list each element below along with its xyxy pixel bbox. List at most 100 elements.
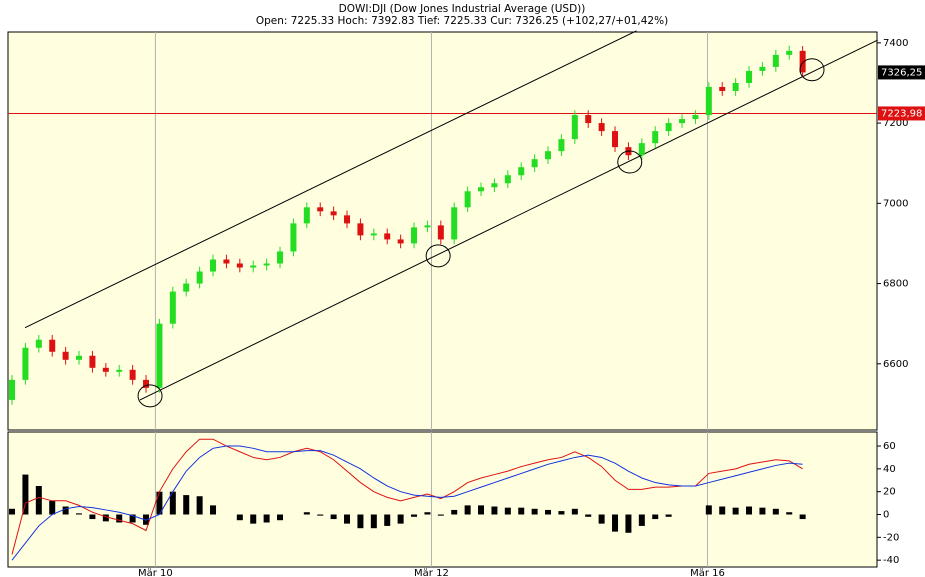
candle-body xyxy=(598,123,605,132)
histogram-bar xyxy=(370,514,377,529)
candle-body xyxy=(290,223,297,252)
histogram-bar xyxy=(665,514,672,517)
y-tick-label: 6800 xyxy=(883,279,908,290)
histogram-bar xyxy=(759,507,766,515)
histogram-bar xyxy=(746,506,753,515)
candle-body xyxy=(652,131,659,144)
candle-body xyxy=(437,225,444,240)
candle-body xyxy=(585,115,592,124)
histogram-bar xyxy=(424,512,431,515)
candle-body xyxy=(357,223,364,236)
annotation-circle xyxy=(617,150,643,174)
candle-body xyxy=(746,70,753,83)
candle-body xyxy=(759,66,766,71)
histogram-bar xyxy=(62,506,69,515)
histogram-bar xyxy=(719,506,726,515)
candle-body xyxy=(250,265,257,268)
price-tag-label: 7223,98 xyxy=(881,108,922,119)
histogram-bar xyxy=(437,514,444,516)
histogram-bar xyxy=(49,500,56,515)
candle-body xyxy=(491,183,498,188)
y-tick-label: 0 xyxy=(883,510,889,521)
histogram-bar xyxy=(277,514,284,521)
candle-body xyxy=(478,187,485,192)
x-tick-label: Mär 16 xyxy=(690,568,725,577)
candle-body xyxy=(277,251,284,264)
candle-body xyxy=(451,207,458,240)
candle-body xyxy=(344,215,351,224)
histogram-bar xyxy=(786,512,793,515)
x-tick-label: Mär 10 xyxy=(138,568,173,577)
candle-body xyxy=(183,283,190,292)
y-tick-label: 7000 xyxy=(883,198,908,209)
candle-body xyxy=(102,367,109,372)
histogram-bar xyxy=(411,514,418,517)
candle-body xyxy=(692,115,699,120)
histogram-bar xyxy=(250,514,257,524)
y-tick-label: 20 xyxy=(883,487,896,498)
candle-body xyxy=(22,347,29,380)
candle-body xyxy=(49,339,56,352)
histogram-bar xyxy=(22,474,29,515)
annotation-circle xyxy=(425,244,451,268)
candle-body xyxy=(397,239,404,244)
candle-body xyxy=(129,369,136,380)
candle-body xyxy=(411,227,418,244)
histogram-bar xyxy=(558,511,565,515)
histogram-bar xyxy=(705,505,712,515)
histogram-bar xyxy=(531,508,538,515)
macd-panel xyxy=(7,431,878,568)
price-tag xyxy=(878,65,925,80)
candle-body xyxy=(518,167,525,176)
candle-body xyxy=(210,259,217,272)
candle-body xyxy=(558,139,565,152)
candle-body xyxy=(169,291,176,324)
histogram-bar xyxy=(451,509,458,515)
chart-title: DOWI:DJI (Dow Jones Industrial Average (… xyxy=(339,3,586,15)
histogram-bar xyxy=(598,514,605,524)
histogram-bar xyxy=(518,507,525,515)
candle-body xyxy=(89,355,96,368)
candle-body xyxy=(665,123,672,132)
histogram-bar xyxy=(491,506,498,515)
candle-body xyxy=(9,379,16,400)
candle-body xyxy=(303,207,310,224)
y-tick-label: -20 xyxy=(883,532,899,543)
histogram-bar xyxy=(143,514,150,525)
candle-body xyxy=(35,339,42,348)
y-tick-label: 60 xyxy=(883,441,896,452)
candle-body xyxy=(732,82,739,91)
histogram-bar xyxy=(156,491,163,515)
annotation-circle xyxy=(799,58,825,82)
histogram-bar xyxy=(357,514,364,529)
candle-body xyxy=(679,119,686,124)
histogram-bar xyxy=(183,495,190,515)
histogram-bar xyxy=(478,505,485,515)
histogram-bar xyxy=(9,508,16,515)
histogram-bar xyxy=(129,514,136,523)
x-tick-label: Mär 12 xyxy=(414,568,449,577)
histogram-bar xyxy=(464,505,471,515)
histogram-bar xyxy=(799,514,806,520)
histogram-bar xyxy=(344,514,351,524)
candle-body xyxy=(638,143,645,156)
price-tag-label: 7326,25 xyxy=(881,67,922,78)
candle-body xyxy=(799,50,806,73)
histogram-bar xyxy=(303,512,310,515)
candle-body xyxy=(424,225,431,228)
histogram-bar xyxy=(612,514,619,532)
candle-body xyxy=(464,191,471,208)
histogram-bar xyxy=(102,514,109,522)
histogram-bar xyxy=(772,508,779,515)
candle-body xyxy=(545,151,552,160)
histogram-bar xyxy=(504,507,511,515)
chart-subtitle: Open: 7225.33 Hoch: 7392.83 Tief: 7225.3… xyxy=(256,15,668,27)
candle-body xyxy=(786,50,793,55)
y-tick-label: 6600 xyxy=(883,359,908,370)
candle-body xyxy=(223,259,230,264)
y-tick-label: 7200 xyxy=(883,118,908,129)
histogram-bar xyxy=(652,514,659,520)
histogram-bar xyxy=(76,513,83,515)
candle-body xyxy=(196,271,203,284)
